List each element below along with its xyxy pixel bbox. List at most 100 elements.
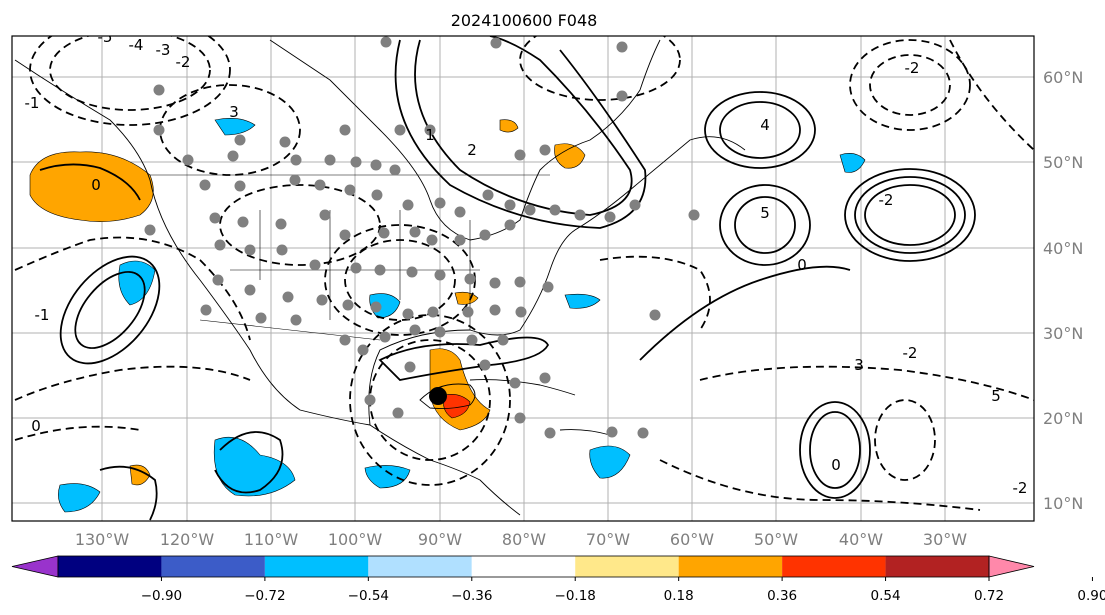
contour-value-label: -2 [1013,479,1028,497]
observation-dot [200,304,212,316]
contour-value-label: -3 [156,41,171,59]
observation-dot [409,324,421,336]
negative-anomaly-canada [214,118,256,136]
longitude-label: 50°W [754,530,798,549]
observation-dot [490,37,502,49]
colorbar-tick-label: 0.36 [767,588,797,604]
negative-anomaly-caribbean [589,445,631,479]
observation-dot [309,259,321,271]
map-title: 2024100600 F048 [451,11,598,30]
observation-dot [434,269,446,281]
colorbar-frame [57,555,990,578]
observation-dot [324,154,336,166]
longitude-label: 90°W [418,530,462,549]
observation-dot [364,394,376,406]
observation-dot [357,344,369,356]
contour-value-label: 2 [467,141,477,159]
colorbar-extend-min [11,555,59,578]
colorbar: −0.90 −0.72 −0.54 −0.36 −0.18 0.18 0.36 0.54 0.7… [11,555,1105,604]
longitude-label: 100°W [328,530,383,549]
observation-dot [289,174,301,186]
contour-labels: -5 -4 -3 -2 -1 0 1 2 3 4 5 -2 -2 0 3 -2 -1 0 0 5 -2 [25,36,1028,497]
negative-anomaly-atlantic-coast [564,293,601,309]
observation-dot [688,209,700,221]
contour-value-label: -4 [129,36,144,54]
observation-dot [344,184,356,196]
observation-dot [404,361,416,373]
observation-dot [212,274,224,286]
coastlines [14,39,746,516]
observation-dot [479,229,491,241]
observation-dot [649,309,661,321]
graticule [12,36,1034,521]
observation-dot [482,189,494,201]
longitude-label: 110°W [244,530,299,549]
observation-dot [144,224,156,236]
observation-dot [227,150,239,162]
contour-value-label: 5 [991,387,1001,405]
colorbar-segment [885,556,989,577]
colorbar-segment [575,556,679,577]
observation-dot [514,276,526,288]
colorbar-segment [678,556,783,577]
colorbar-segment [264,556,369,577]
observation-dot [234,180,246,192]
observation-dot [402,308,414,320]
observation-dot [514,149,526,161]
contour-value-label: 1 [425,126,435,144]
positive-anomaly-hudson [499,119,519,133]
positive-anomaly-west-coast [29,151,154,222]
colorbar-segment [471,556,576,577]
longitude-label: 60°W [670,530,714,549]
latitude-label: 60°N [1043,68,1083,87]
contour-value-label: 0 [91,176,101,194]
observation-dot [539,372,551,384]
observation-dot [424,124,436,136]
contour-value-label: 3 [854,356,864,374]
positive-anomaly-great-lakes [554,143,586,169]
observation-dot [539,144,551,156]
negative-anomaly-south-mexico [364,465,411,489]
positive-anomaly-pacific-small [129,464,151,486]
colorbar-segment [58,556,162,577]
observation-dot [549,204,561,216]
observation-dot [489,304,501,316]
contour-value-label: -1 [25,94,40,112]
shaded-anomalies [29,118,866,513]
longitude-label: 80°W [502,530,546,549]
negative-anomaly-atlantic [839,153,866,173]
observation-dot [276,244,288,256]
contours [14,36,1034,521]
colorbar-segment [161,556,265,577]
observation-dot [237,216,249,228]
observation-dot [392,407,404,419]
contour-value-label: 0 [31,417,41,435]
observation-dot [434,197,446,209]
observation-dot [637,427,649,439]
observation-dot [209,212,221,224]
contour-value-label: -2 [176,53,191,71]
observation-dot [350,156,362,168]
longitude-label: 120°W [160,530,215,549]
colorbar-tick-label: −0.72 [244,588,285,604]
observation-dot [319,209,331,221]
observation-dot [244,244,256,256]
observation-dot [370,301,382,313]
observation-dot [454,206,466,218]
observation-dot [339,124,351,136]
observation-dot [454,234,466,246]
contour-value-label: -2 [903,344,918,362]
map-frame [11,35,1035,522]
observation-dot [574,209,586,221]
contour-value-label: 0 [797,256,807,274]
observation-dot [282,291,294,303]
contour-value-label: -1 [35,306,50,324]
map-panel: -5 -4 -3 -2 -1 0 1 2 3 4 5 -2 -2 0 3 -2 -1 0 0 5 -2 [11,35,1035,522]
observation-dot [275,218,287,230]
observation-dot [524,204,536,216]
colorbar-segment [368,556,472,577]
latitude-labels: 60°N 50°N 40°N 30°N 20°N 10°N [1043,68,1083,513]
observation-dots [144,36,700,439]
contour-value-label: 0 [831,456,841,474]
observation-dot [515,306,527,318]
